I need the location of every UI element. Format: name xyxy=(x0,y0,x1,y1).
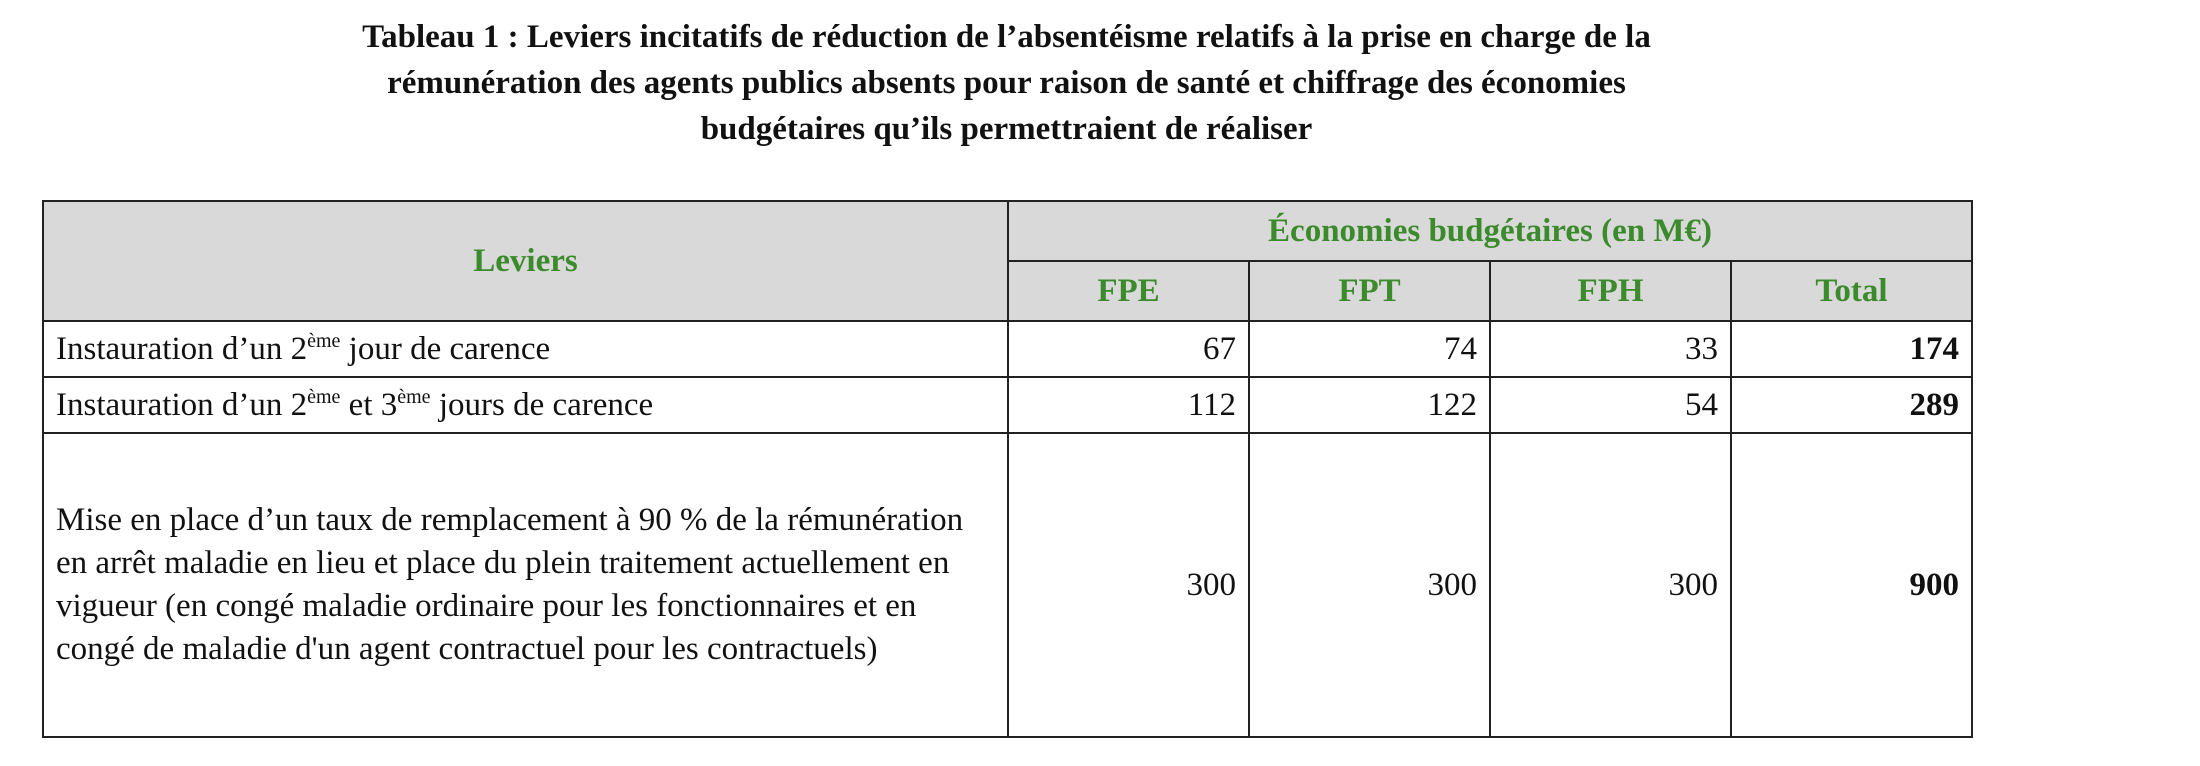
title-line: budgétaires qu’ils permettraient de réal… xyxy=(700,111,1313,147)
superscript: ème xyxy=(307,386,341,408)
header-leviers: Leviers xyxy=(42,200,1009,322)
label-text: et 3 xyxy=(340,387,398,423)
column-header: Total xyxy=(1730,260,1973,322)
title-line: rémunération des agents publics absents … xyxy=(387,65,1626,101)
value: 74 xyxy=(1248,320,1491,378)
value: 122 xyxy=(1248,376,1491,434)
label-text: Mise en place d’un taux de remplacement … xyxy=(56,502,964,667)
value: 300 xyxy=(1489,432,1732,738)
row-label: Mise en place d’un taux de remplacement … xyxy=(42,432,1009,738)
value: 300 xyxy=(1248,432,1491,738)
value: 174 xyxy=(1730,320,1973,378)
column-header: FPE xyxy=(1007,260,1250,322)
title-line: Tableau 1 : Leviers incitatifs de réduct… xyxy=(362,19,1651,55)
value: 33 xyxy=(1489,320,1732,378)
label-text: jour de carence xyxy=(340,331,551,367)
value: 300 xyxy=(1007,432,1250,738)
value: 112 xyxy=(1007,376,1250,434)
header-group: Économies budgétaires (en M€) xyxy=(1007,200,1973,262)
superscript: ème xyxy=(307,330,341,352)
row: Instauration d’un 2ème jour de carence 67… xyxy=(42,320,1973,378)
row: Mise en place d’un taux de remplacement … xyxy=(42,432,1973,738)
value: 67 xyxy=(1007,320,1250,378)
label-text: Instauration d’un 2 xyxy=(56,387,308,423)
title: Tableau 1 : Leviers incitatifs de réduct… xyxy=(42,14,1971,152)
value: 54 xyxy=(1489,376,1732,434)
column-header: FPT xyxy=(1248,260,1491,322)
superscript: ème xyxy=(397,386,431,408)
row-label: Instauration d’un 2ème et 3ème jours de … xyxy=(42,376,1009,434)
row: Instauration d’un 2ème et 3ème jours de … xyxy=(42,376,1973,434)
table: Leviers Économies budgétaires (en M€) FP… xyxy=(42,200,1973,738)
label-text: jours de carence xyxy=(430,387,654,423)
row-label: Instauration d’un 2ème jour de carence xyxy=(42,320,1009,378)
value: 900 xyxy=(1730,432,1973,738)
label-text: Instauration d’un 2 xyxy=(56,331,308,367)
column-header: FPH xyxy=(1489,260,1732,322)
value: 289 xyxy=(1730,376,1973,434)
